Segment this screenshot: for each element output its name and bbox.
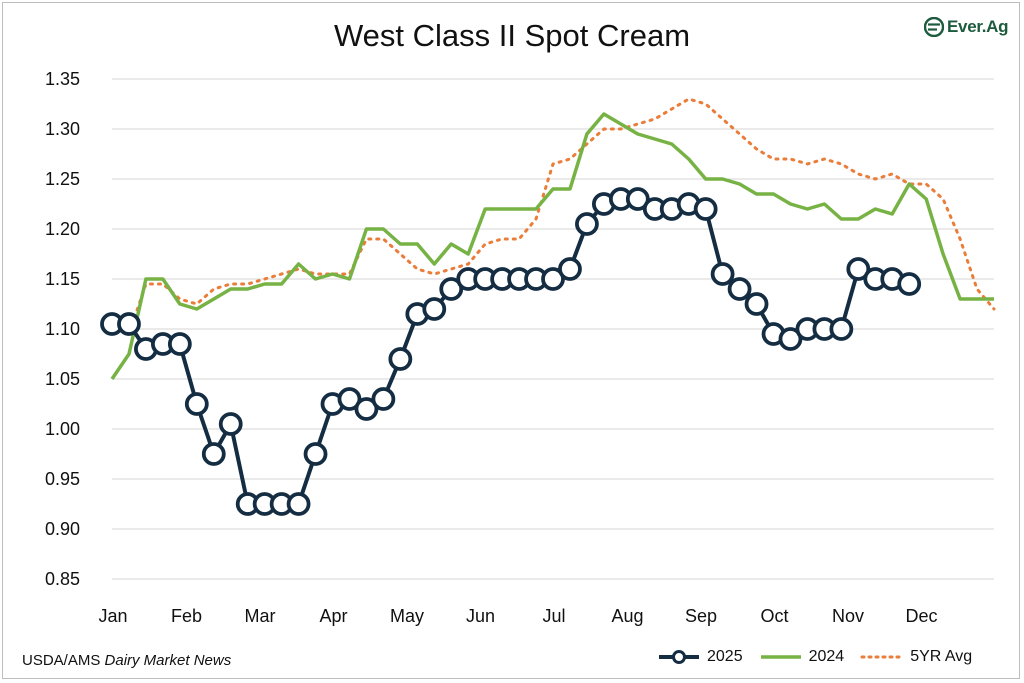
data-point — [439, 277, 464, 301]
logo-text: Ever.Ag — [947, 17, 1009, 36]
data-point — [422, 297, 447, 321]
x-tick-label-feb: Feb — [171, 606, 202, 626]
series-line — [110, 97, 996, 336]
data-point — [184, 392, 209, 416]
series-line — [110, 112, 994, 380]
x-tick-label-oct: Oct — [760, 606, 788, 626]
x-tick-label-may: May — [390, 606, 424, 626]
x-tick-label-sep: Sep — [685, 606, 717, 626]
data-point — [117, 312, 141, 336]
y-tick-label: 1.15 — [45, 269, 80, 289]
source-italic: Dairy Market News — [104, 652, 232, 669]
y-tick-label: 1.35 — [45, 69, 80, 89]
data-point — [201, 442, 226, 466]
data-point — [303, 442, 328, 466]
series-2025 — [100, 187, 922, 516]
data-point — [541, 267, 565, 291]
data-point — [710, 262, 735, 286]
data-point — [846, 257, 871, 281]
series-5yr-avg — [110, 97, 996, 336]
x-tick-label-nov: Nov — [832, 606, 864, 626]
legend: 2025 2024 5YR Avg — [657, 645, 972, 669]
legend-label-2024: 2024 — [808, 648, 845, 665]
data-point — [693, 197, 718, 221]
brand-logo: Ever.Ag — [924, 14, 1016, 40]
x-tick-label-apr: Apr — [319, 606, 347, 626]
legend-item-2024: 2024 — [759, 648, 845, 666]
legend-swatch-5yr-avg — [860, 655, 904, 659]
data-point — [167, 332, 192, 356]
x-tick-label-jan: Jan — [98, 606, 127, 626]
legend-swatch-2025 — [659, 650, 699, 664]
legend-label-5yr-avg: 5YR Avg — [910, 648, 973, 665]
x-tick-label-jul: Jul — [542, 606, 565, 626]
series-line — [112, 197, 910, 506]
x-axis-ticks: Jan Feb Mar Apr May Jun Jul Aug Sep Oct Nov Dec — [98, 606, 937, 626]
data-point — [625, 187, 650, 211]
y-tick-label: 0.95 — [45, 469, 80, 489]
ever-ag-logo-icon — [924, 17, 944, 37]
x-tick-label-dec: Dec — [905, 606, 937, 626]
y-tick-label: 1.30 — [45, 119, 80, 139]
legend-label-2025: 2025 — [707, 648, 743, 665]
y-tick-label: 1.10 — [45, 319, 80, 339]
y-tick-label: 1.05 — [45, 369, 80, 389]
data-point — [575, 212, 599, 236]
data-point — [778, 327, 803, 351]
legend-item-5yr-avg: 5YR Avg — [860, 648, 972, 666]
y-axis-ticks: 0.85 0.90 0.95 1.00 1.05 1.10 1.15 1.20 1.25 1.30… — [45, 69, 80, 589]
data-point — [286, 492, 311, 516]
data-point — [744, 292, 769, 316]
data-point — [371, 387, 396, 411]
x-tick-label-aug: Aug — [611, 606, 643, 626]
data-point — [829, 317, 854, 341]
y-tick-label: 0.90 — [45, 519, 80, 539]
series-layer — [100, 97, 996, 516]
legend-item-2025: 2025 — [657, 648, 743, 666]
data-point — [218, 412, 243, 436]
y-tick-label: 1.00 — [45, 419, 80, 439]
source-note: USDA/AMS Dairy Market News — [22, 652, 231, 669]
legend-swatch-2024 — [760, 655, 801, 659]
y-tick-label: 0.85 — [45, 569, 80, 589]
data-point — [897, 272, 922, 296]
chart-title: West Class II Spot Cream — [333, 18, 691, 53]
x-tick-label-mar: Mar — [245, 606, 276, 626]
series-2024 — [110, 112, 994, 380]
data-point — [727, 277, 752, 301]
data-point — [337, 387, 362, 411]
source-prefix: USDA/AMS — [22, 652, 105, 669]
y-tick-label: 1.25 — [45, 169, 80, 189]
data-point — [354, 397, 379, 421]
x-tick-label-jun: Jun — [466, 606, 495, 626]
data-point — [558, 257, 582, 281]
data-point — [388, 347, 413, 371]
y-tick-label: 1.20 — [45, 219, 80, 239]
